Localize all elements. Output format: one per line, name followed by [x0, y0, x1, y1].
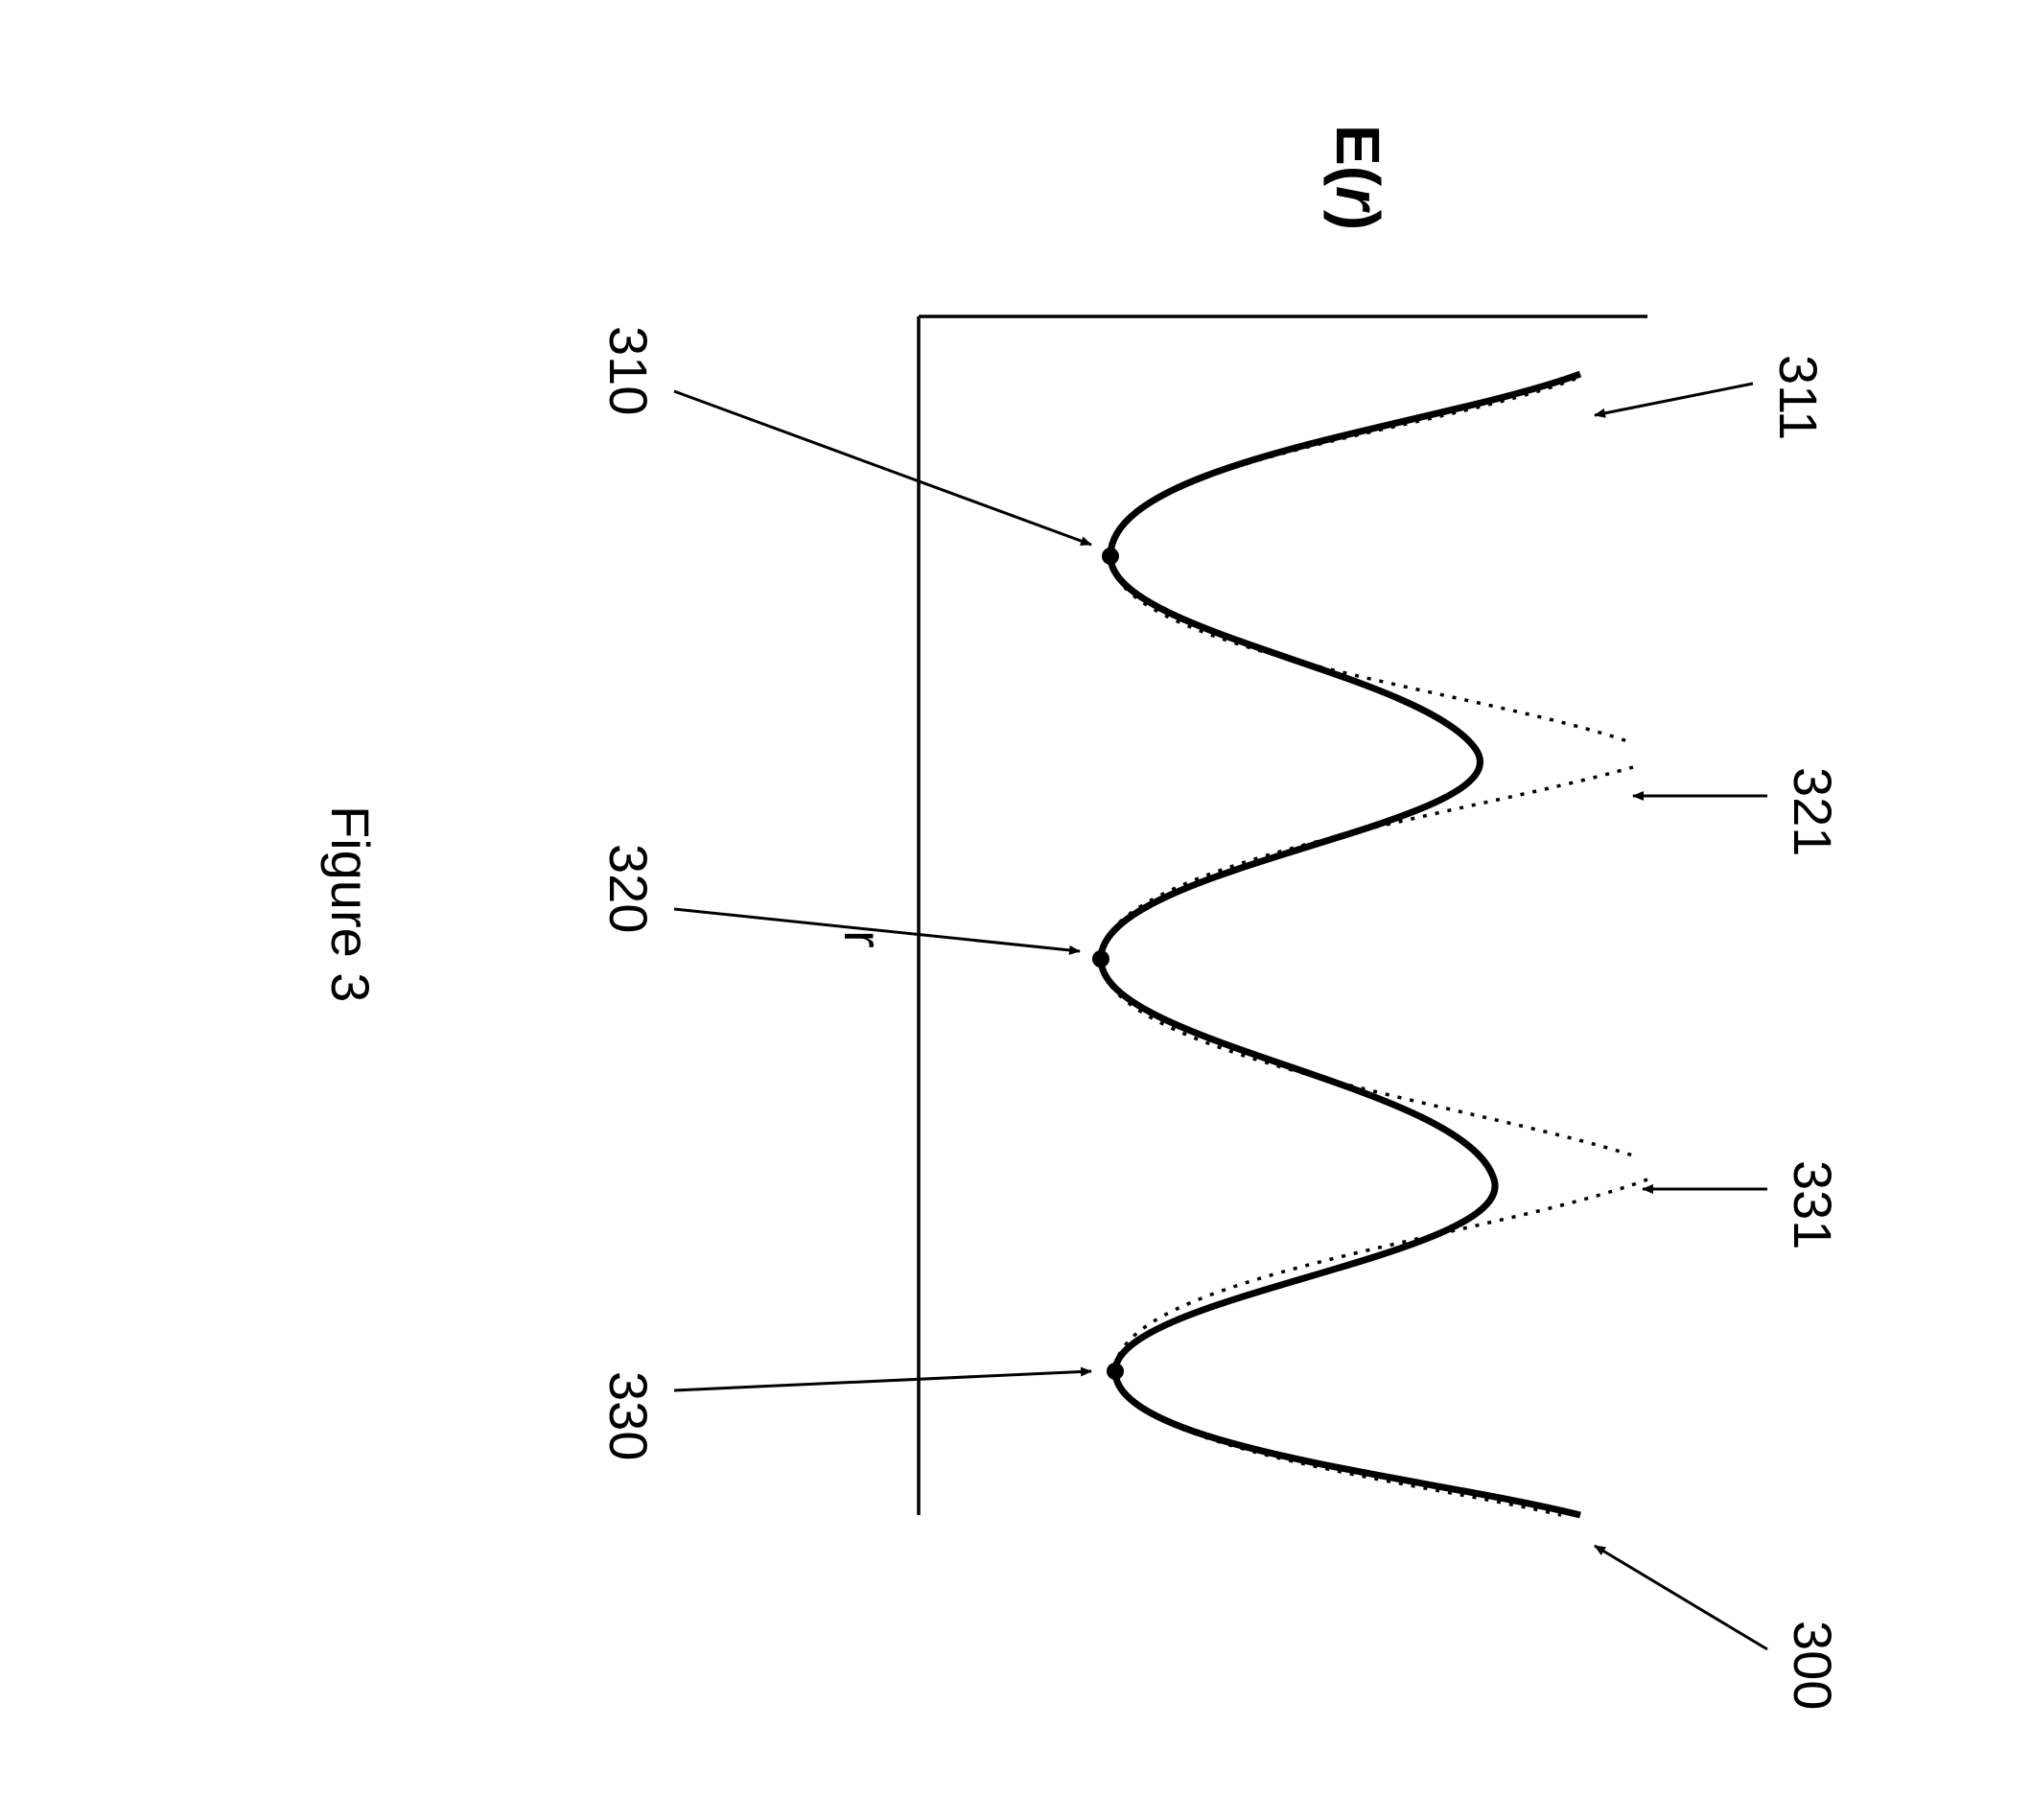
arrow-300	[1595, 1546, 1767, 1649]
minimum-point-330	[1107, 1363, 1124, 1380]
ref-label-321: 321	[1782, 767, 1844, 856]
minimum-point-310	[1102, 548, 1119, 565]
y-axis-label: E(r)	[1322, 125, 1393, 230]
arrow-310	[674, 391, 1091, 545]
ref-label-300: 300	[1782, 1621, 1844, 1710]
x-axis-label: r	[832, 930, 895, 948]
diagram-svg	[0, 0, 2031, 1820]
dotted-curve-331	[1115, 1179, 1647, 1515]
main-curve-300	[1101, 374, 1580, 1515]
ref-label-330: 330	[597, 1371, 660, 1460]
ref-label-311: 311	[1767, 355, 1830, 440]
arrow-311	[1595, 384, 1753, 415]
minimum-point-320	[1092, 950, 1109, 968]
ref-label-320: 320	[597, 844, 660, 933]
rotated-figure-container: E(r) r 300 331 321 311 310 320 330 Figur…	[0, 0, 2031, 1820]
ref-label-331: 331	[1782, 1160, 1844, 1249]
figure-caption: Figure 3	[319, 805, 382, 1002]
ref-label-310: 310	[597, 326, 660, 415]
arrow-330	[674, 1371, 1091, 1390]
